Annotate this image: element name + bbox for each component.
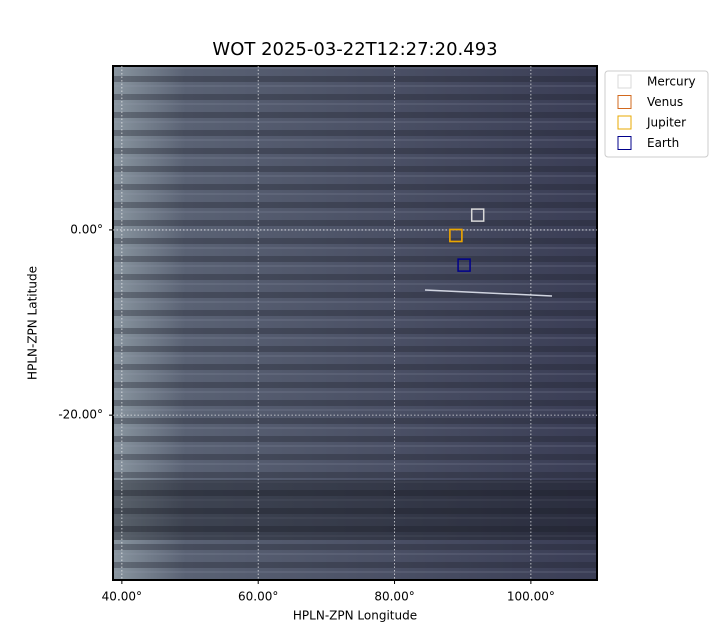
x-tick-label: 40.00° (102, 590, 142, 604)
legend (604, 70, 709, 158)
x-tick-label: 100.00° (507, 590, 555, 604)
planet-marker (457, 258, 471, 272)
legend-swatch (617, 74, 632, 89)
y-tick-label: 0.00° (70, 222, 103, 236)
legend-label: Jupiter (646, 116, 686, 130)
y-tick-label: -20.00° (58, 408, 103, 422)
x-tick-label: 60.00° (238, 590, 278, 604)
x-tick-label: 80.00° (374, 590, 414, 604)
y-axis-label: HPLN-ZPN Latitude (26, 266, 40, 380)
planet-marker (449, 228, 463, 243)
legend-label: Venus (647, 95, 683, 109)
legend-swatch (617, 136, 632, 150)
legend-swatch (617, 95, 632, 109)
sky-image (112, 65, 598, 581)
x-axis-label: HPLN-ZPN Longitude (293, 609, 417, 623)
legend-swatch (617, 115, 632, 130)
chart-title: WOT 2025-03-22T12:27:20.493 (212, 39, 497, 60)
legend-label: Mercury (647, 75, 696, 89)
planet-marker (470, 208, 485, 222)
legend-label: Earth (647, 136, 679, 150)
